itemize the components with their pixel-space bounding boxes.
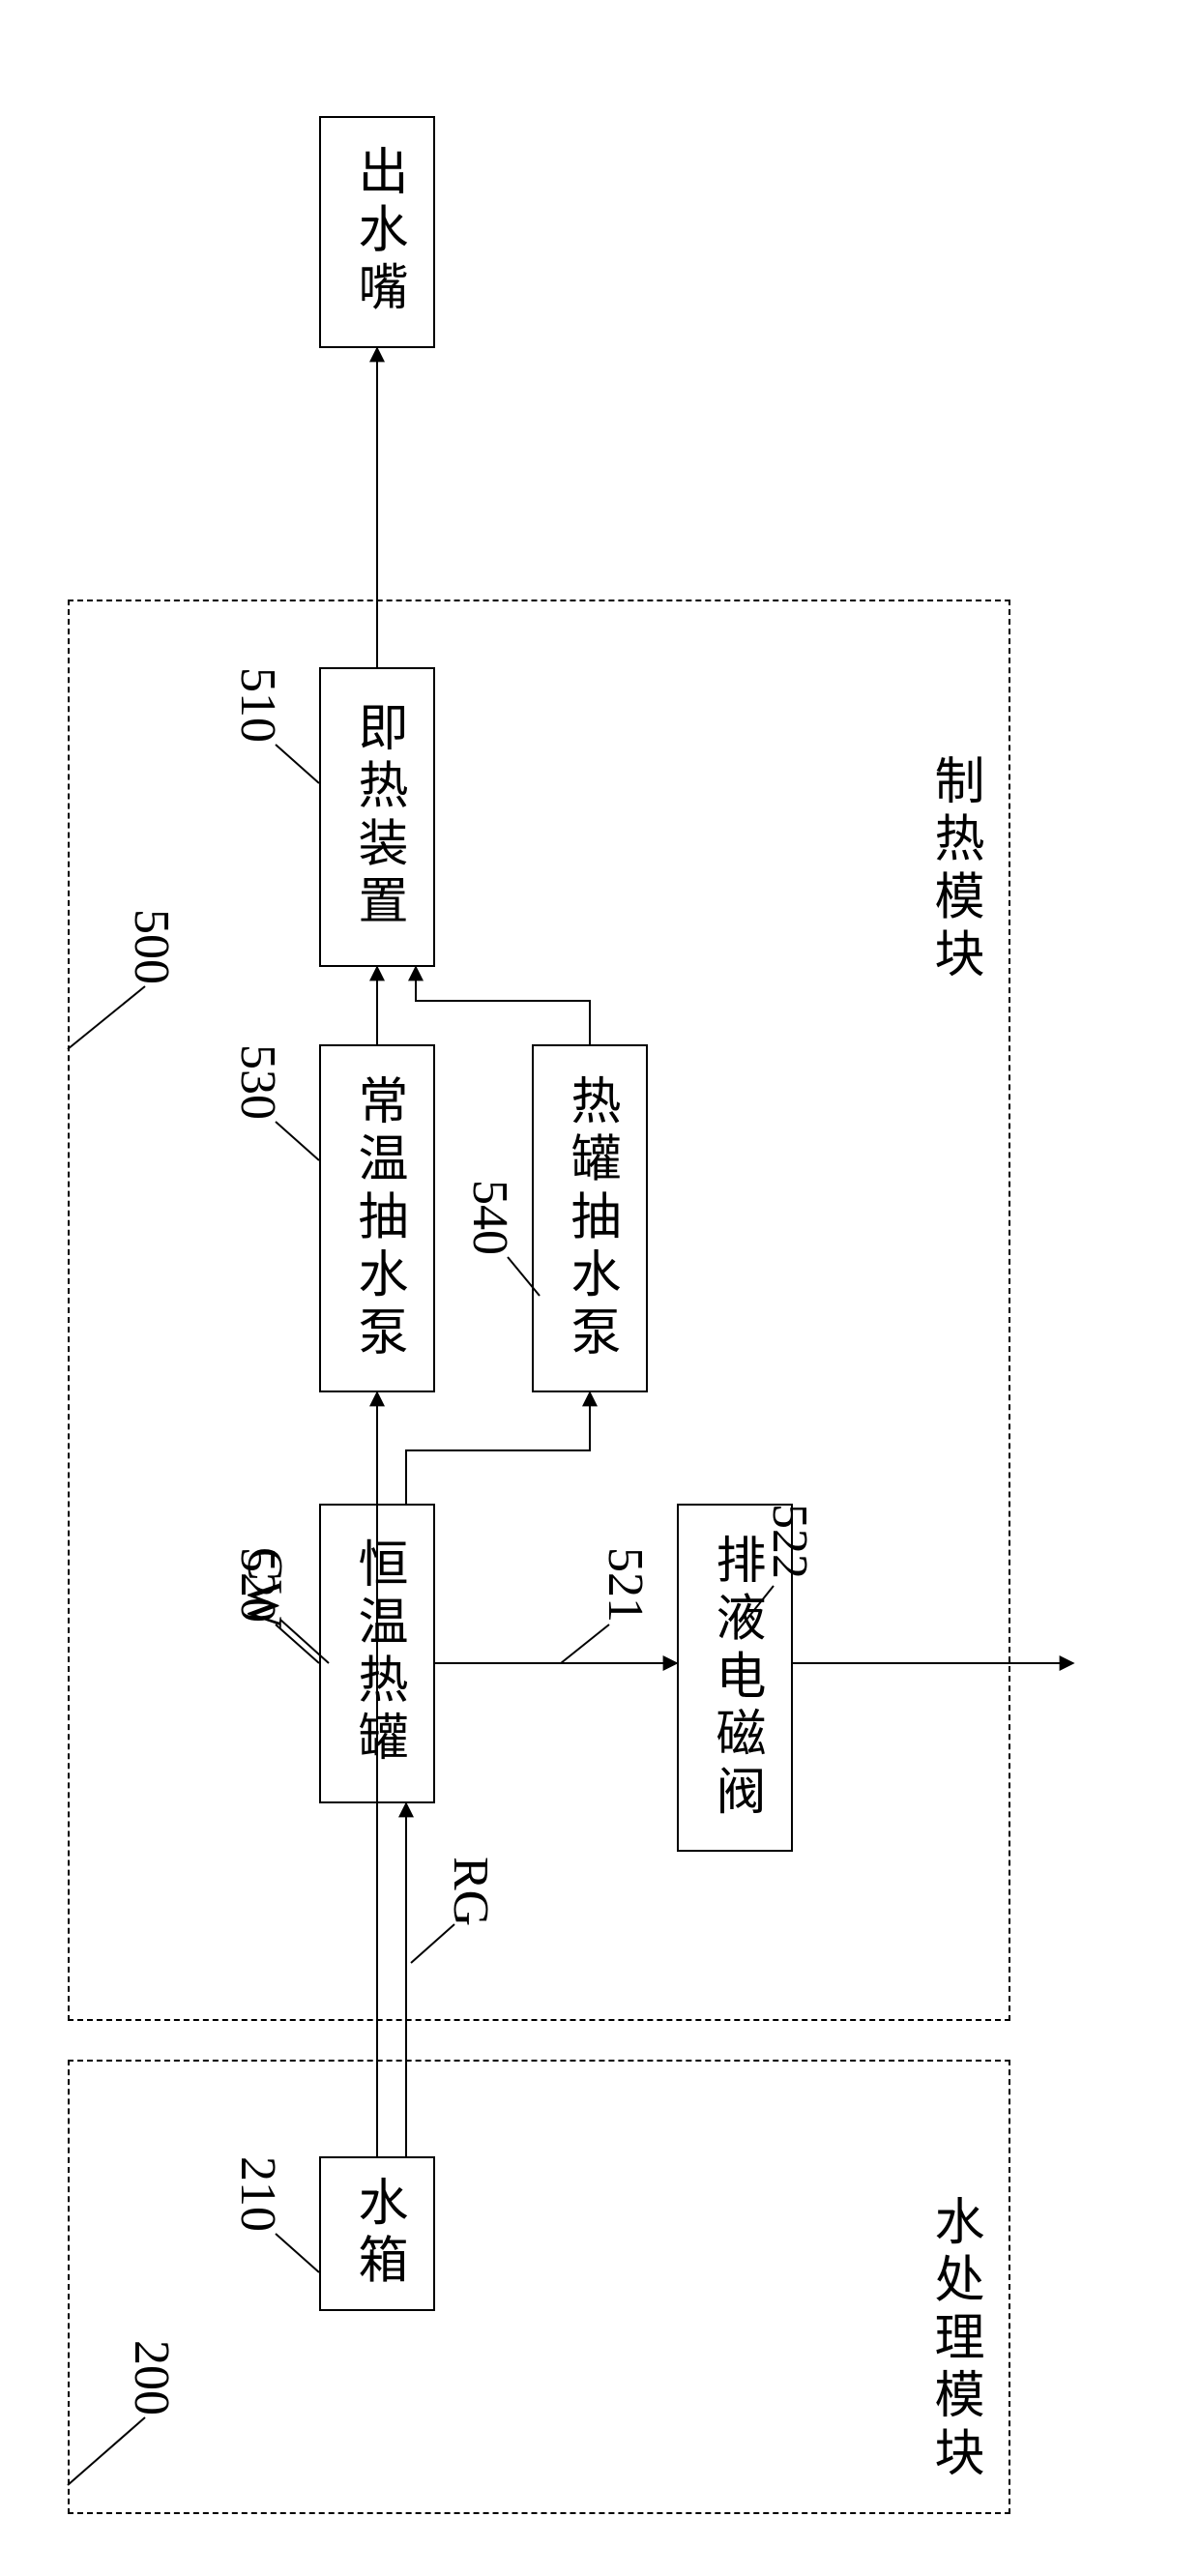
node-ambient-pump-label: 常温抽水泵 [352, 1074, 402, 1363]
ref-510: 510 [232, 667, 282, 743]
module-heating-label: 制热模块 [928, 754, 979, 985]
module-water-treatment-label: 水处理模块 [928, 2195, 979, 2484]
node-water-tank-label: 水箱 [352, 2176, 402, 2292]
ref-530: 530 [232, 1044, 282, 1120]
node-ambient-pump: 常温抽水泵 [319, 1044, 435, 1392]
ref-210: 210 [232, 2156, 282, 2232]
node-hot-tank-pump: 热罐抽水泵 [532, 1044, 648, 1392]
label-cw: CW [239, 1547, 289, 1628]
diagram-canvas: 水箱 恒温热罐 排液电磁阀 常温抽水泵 热罐抽水泵 即热装置 出水嘴 200 5… [0, 0, 1199, 2576]
label-rg: RG [445, 1857, 495, 1926]
node-hot-tank-pump-label: 热罐抽水泵 [565, 1074, 615, 1363]
node-outlet-label: 出水嘴 [352, 145, 402, 318]
ref-500: 500 [126, 909, 176, 984]
node-water-tank: 水箱 [319, 2156, 435, 2311]
ref-522: 522 [764, 1504, 814, 1579]
node-drain-valve-label: 排液电磁阀 [710, 1534, 760, 1823]
node-instant-heater-label: 即热装置 [352, 701, 402, 932]
ref-540: 540 [464, 1180, 514, 1255]
node-outlet: 出水嘴 [319, 116, 435, 348]
ref-200: 200 [126, 2340, 176, 2415]
node-thermostatic-tank: 恒温热罐 [319, 1504, 435, 1803]
module-water-treatment [68, 2060, 1010, 2514]
ref-521: 521 [600, 1547, 650, 1623]
node-thermostatic-tank-label: 恒温热罐 [352, 1537, 402, 1769]
node-instant-heater: 即热装置 [319, 667, 435, 967]
